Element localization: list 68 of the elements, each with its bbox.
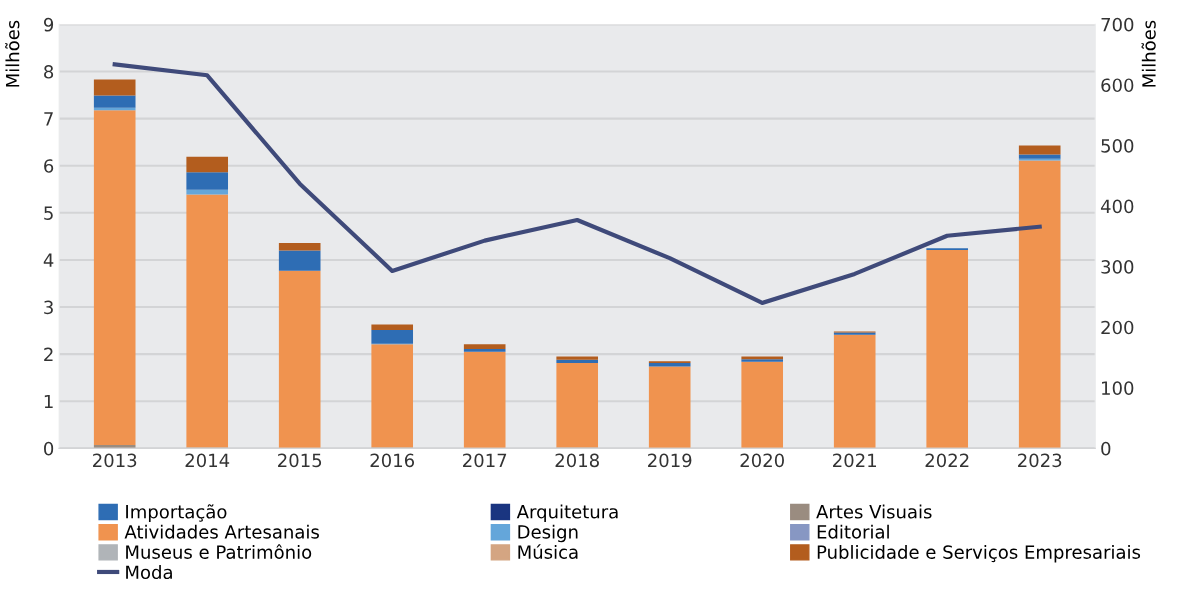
x-tick-label: 2017 bbox=[463, 453, 507, 468]
legend-label: Museus e Patrimônio bbox=[126, 544, 312, 559]
y-tick-label: 5 bbox=[44, 206, 53, 220]
y-tick-label: 0 bbox=[44, 441, 54, 456]
bar bbox=[186, 194, 229, 448]
y2-tick-label: 400 bbox=[1100, 199, 1134, 214]
bar bbox=[371, 330, 414, 344]
bar bbox=[93, 79, 136, 96]
y2-tick-label: 700 bbox=[1101, 17, 1134, 32]
bar bbox=[93, 110, 136, 446]
legend-label: Moda bbox=[126, 565, 172, 580]
y-tick-label: 6 bbox=[44, 159, 54, 173]
bar bbox=[463, 344, 506, 349]
bar bbox=[93, 95, 136, 108]
x-tick-label: 2016 bbox=[370, 453, 415, 468]
y-tick-label: 9 bbox=[43, 17, 54, 32]
bar bbox=[278, 250, 321, 271]
x-tick-label: 2019 bbox=[648, 453, 692, 468]
bar bbox=[186, 156, 229, 173]
bar bbox=[1018, 154, 1061, 159]
x-tick-label: 2013 bbox=[93, 453, 137, 468]
bar bbox=[1018, 145, 1061, 155]
y2-tick-label: 200 bbox=[1101, 320, 1134, 335]
bar bbox=[556, 356, 599, 360]
y2-tick-label: 0 bbox=[1101, 441, 1111, 456]
y2-tick-label: 500 bbox=[1101, 138, 1134, 153]
y-tick-label: 4 bbox=[43, 253, 54, 267]
x-tick-label: 2015 bbox=[278, 453, 322, 468]
legend-label: Publicidade e Serviços Empresariais bbox=[817, 544, 1141, 563]
bar bbox=[556, 359, 599, 364]
bar bbox=[1018, 160, 1061, 449]
x-tick-label: 2014 bbox=[185, 453, 230, 468]
bar bbox=[833, 334, 876, 449]
y-tick-label: 2 bbox=[44, 347, 53, 361]
legend-label: Arquitetura bbox=[516, 504, 618, 523]
bar bbox=[278, 270, 321, 449]
x-tick-label: 2018 bbox=[555, 453, 599, 468]
line-series bbox=[112, 62, 1042, 306]
x-tick-label: 2023 bbox=[1018, 453, 1062, 468]
bar bbox=[648, 366, 691, 449]
bar bbox=[93, 445, 136, 449]
y2-tick-label: 300 bbox=[1101, 260, 1134, 274]
y-tick-label: 3 bbox=[44, 300, 53, 315]
legend-label: Design bbox=[518, 524, 578, 543]
y2-tick-label: 100 bbox=[1102, 381, 1134, 395]
y-tick-label: 8 bbox=[44, 64, 54, 79]
y-tick-label: 7 bbox=[44, 112, 53, 126]
y-tick-label: 1 bbox=[44, 394, 53, 409]
y2-axis-title: Milhões bbox=[1141, 20, 1156, 87]
bar bbox=[556, 363, 599, 448]
bar bbox=[371, 324, 414, 331]
bar bbox=[926, 250, 969, 449]
legend-label: Artes Visuais bbox=[816, 504, 932, 519]
x-tick-label: 2020 bbox=[740, 453, 784, 468]
bar bbox=[463, 348, 506, 352]
bar bbox=[371, 344, 414, 448]
x-tick-label: 2022 bbox=[925, 453, 969, 468]
bar bbox=[278, 242, 321, 251]
bar bbox=[741, 361, 784, 449]
legend-label: Atividades Artesanais bbox=[124, 524, 319, 539]
legend-label: Música bbox=[518, 544, 578, 559]
bar bbox=[186, 172, 229, 190]
x-tick-label: 2021 bbox=[833, 453, 877, 468]
legend-label: Editorial bbox=[817, 524, 889, 539]
bar bbox=[463, 351, 506, 449]
y2-tick-label: 600 bbox=[1101, 78, 1134, 93]
legend-label: Importação bbox=[126, 504, 227, 523]
y-axis-title: Milhões bbox=[5, 20, 20, 87]
